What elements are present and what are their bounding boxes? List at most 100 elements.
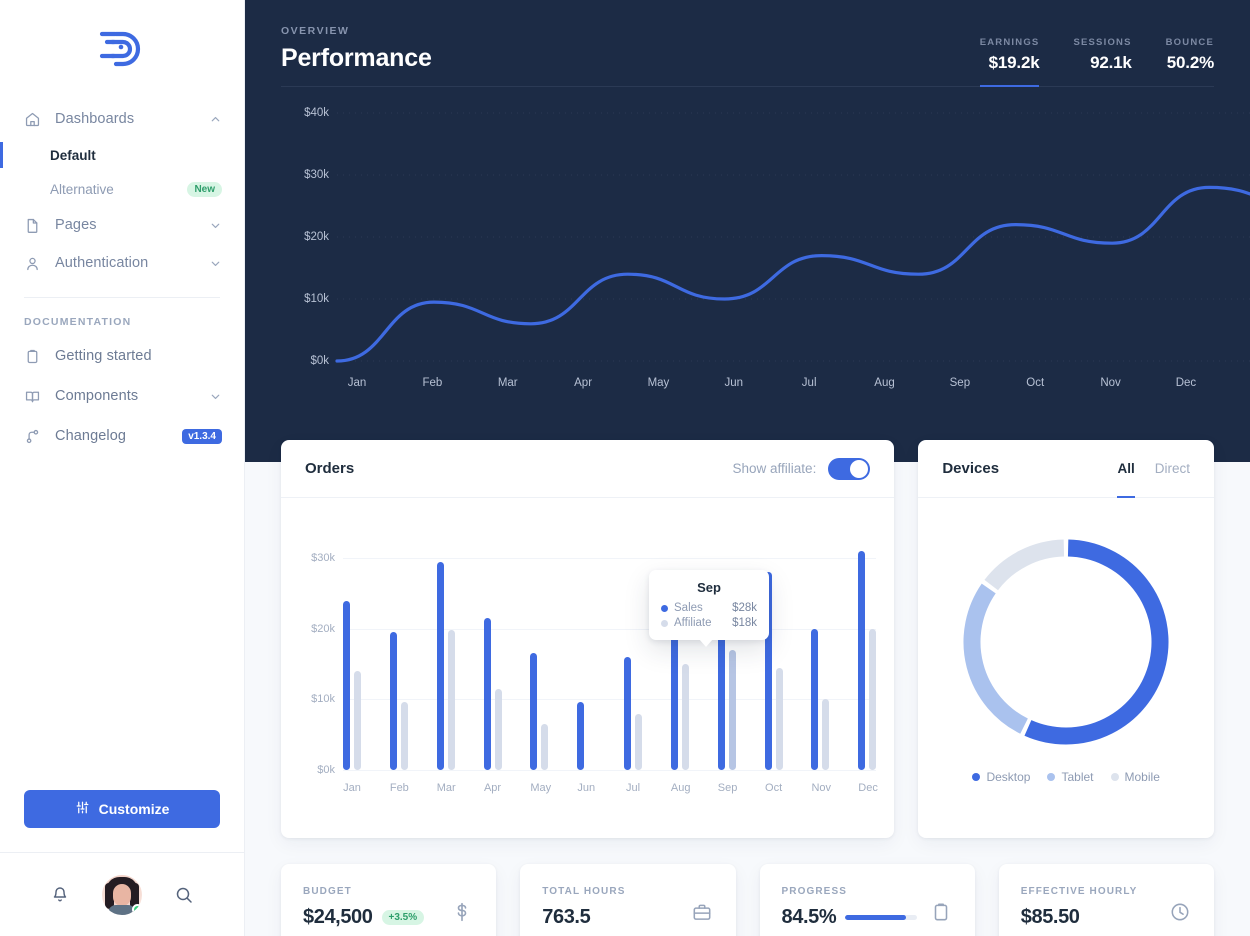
bar-chart-x-tick: Apr [483,782,502,794]
stat-card-total-hours[interactable]: TOTAL HOURS 763.5 [520,864,736,936]
show-affiliate-toggle[interactable] [828,457,871,480]
clipboard-icon [929,900,953,924]
stat-card-value-row: $24,500 +3.5% [303,906,425,929]
devices-card-header: Devices All Direct [918,440,1214,498]
hero-stat-value: 92.1k [1090,53,1132,72]
toggle-knob [850,459,869,478]
avatar-hair-right [129,882,139,909]
sidebar-item-changelog[interactable]: Changelog v1.3.4 [0,416,244,456]
bar-sales [624,657,632,770]
line-chart-y-axis: $0k $10k $20k $30k $40k [281,101,329,367]
tab-direct[interactable]: Direct [1154,461,1190,476]
bar-chart-plot [343,544,877,770]
sidebar-subitem-default[interactable]: Default [0,138,244,172]
line-chart-y-tick: $40k [304,107,329,119]
bar-group[interactable] [670,544,689,770]
orders-card: Orders Show affiliate: $0k $10k $20k $30k J… [281,440,895,838]
sidebar-item-label: Dashboards [55,111,135,127]
customize-button[interactable]: Customize [24,790,220,828]
bar-group[interactable] [343,544,361,770]
bar-sales [389,632,397,770]
stat-card-budget[interactable]: BUDGET $24,500 +3.5% [281,864,497,936]
hero-stat-earnings[interactable]: EARNINGS $19.2k [946,37,1040,87]
devices-donut-chart[interactable] [918,498,1214,778]
avatar[interactable] [101,874,142,915]
bar-group[interactable] [389,544,408,770]
hero-stat-value: 50.2% [1166,53,1214,72]
bar-sales [670,572,678,770]
chevron-up-icon[interactable] [209,113,222,126]
chevron-down-icon[interactable] [209,257,222,270]
bar-group[interactable] [624,544,643,770]
bar-chart-x-tick: Nov [811,782,831,794]
dollar-icon [450,900,474,924]
bar-group[interactable] [811,544,830,770]
bar-group[interactable] [530,544,549,770]
clock-icon [1168,900,1192,924]
sidebar-subitem-alternative[interactable]: Alternative New [0,172,244,206]
donut-segment-desktop[interactable] [1024,539,1169,745]
donut-segment-mobile[interactable] [984,539,1065,591]
file-icon [24,217,41,234]
bar-group[interactable] [483,544,502,770]
legend-item-desktop[interactable]: Desktop [972,770,1030,784]
sidebar-item-label: Pages [55,217,97,233]
bar-affiliate [447,630,455,770]
briefcase-icon [690,900,714,924]
bar-sales [483,618,491,770]
cards-row: Orders Show affiliate: $0k $10k $20k $30k J… [245,440,1250,838]
sidebar-item-getting-started[interactable]: Getting started [0,336,244,376]
search-icon[interactable] [173,884,195,906]
line-chart-x-tick: Feb [422,377,443,389]
stat-card-body: EFFECTIVE HOURLY $85.50 [1021,886,1138,929]
legend-item-mobile[interactable]: Mobile [1110,770,1160,784]
stat-card-label: TOTAL HOURS [542,886,626,897]
tab-all[interactable]: All [1117,440,1136,498]
progress-bar [845,915,918,920]
stat-card-value-row: 84.5% [782,906,918,929]
sidebar-item-pages[interactable]: Pages [0,206,244,244]
bar-group[interactable] [858,544,877,770]
line-chart-x-tick: Apr [574,377,593,389]
bar-affiliate [775,667,783,770]
bar-group[interactable] [577,544,595,770]
tooltip-arrow [699,639,713,647]
bar-group[interactable] [764,544,783,770]
tooltip-series-value: $28k [732,602,757,614]
sidebar-item-label: Getting started [55,348,152,364]
hero-stat-label: SESSIONS [1073,37,1132,48]
bar-sales [436,561,444,770]
line-chart-x-tick: Sep [949,377,971,389]
app-logo[interactable] [0,0,244,98]
hero-stat-bounce[interactable]: BOUNCE 50.2% [1132,37,1215,73]
legend-item-tablet[interactable]: Tablet [1047,770,1094,784]
sidebar-subitem-label: Default [50,147,96,163]
bar-group[interactable] [717,544,736,770]
sidebar-item-label: Changelog [55,428,127,444]
gridline [343,770,877,771]
sidebar-item-authentication[interactable]: Authentication [0,244,244,282]
chevron-down-icon[interactable] [209,390,222,403]
chevron-down-icon[interactable] [209,219,222,232]
sidebar-item-dashboards[interactable]: Dashboards [0,100,244,138]
orders-bar-chart[interactable]: $0k $10k $20k $30k Jan Feb Mar Apr May Jun Jul Aug… [281,498,894,836]
customize-section: Customize [0,790,244,852]
hero-stat-label: BOUNCE [1165,37,1214,48]
stat-card-progress[interactable]: PROGRESS 84.5% [759,864,975,936]
hero-header: OVERVIEW Performance EARNINGS $19.2k SES… [281,25,1214,87]
bar-group[interactable] [436,544,455,770]
bell-icon[interactable] [49,884,71,906]
stat-card-effective-hourly[interactable]: EFFECTIVE HOURLY $85.50 [998,864,1214,936]
sidebar-item-components[interactable]: Components [0,376,244,416]
hero-stat-sessions[interactable]: SESSIONS 92.1k [1039,37,1131,73]
sidebar: Dashboards Default Alternative New Pages [0,0,245,936]
earnings-line-chart[interactable]: $0k $10k $20k $30k $40k Jan Feb Mar Apr May Jun Ju… [281,87,1250,417]
donut-segment-tablet[interactable] [963,583,1029,734]
bar-chart-y-axis: $0k $10k $20k $30k [291,544,335,776]
line-chart-x-tick: Jan [347,377,367,389]
legend-dot-sales [661,604,668,612]
tooltip-series-name: Sales [674,602,703,614]
stat-card-body: PROGRESS 84.5% [782,886,918,929]
sliders-icon [75,800,90,818]
sidebar-divider [24,297,220,298]
